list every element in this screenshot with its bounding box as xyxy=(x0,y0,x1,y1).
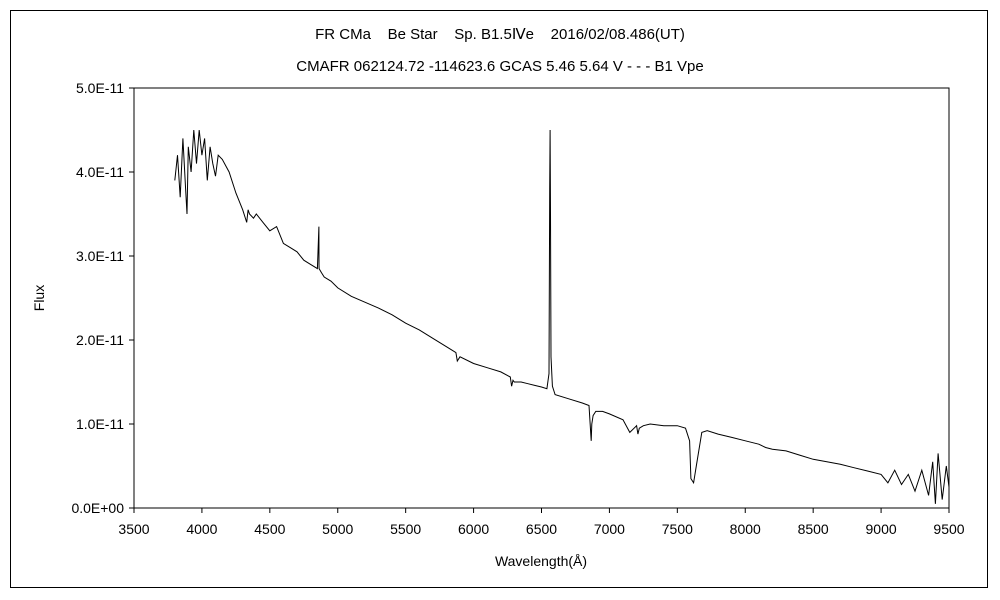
x-tick-label: 7000 xyxy=(594,521,625,537)
x-tick-label: 8500 xyxy=(798,521,829,537)
x-tick-label: 7500 xyxy=(662,521,693,537)
chart-title: FR CMa Be Star Sp. B1.5Ⅳe 2016/02/08.486… xyxy=(315,26,685,43)
x-tick-label: 9500 xyxy=(933,521,964,537)
x-axis-label: Wavelength(Å) xyxy=(495,553,587,569)
y-axis-label: Flux xyxy=(31,285,47,311)
y-tick-label: 2.0E-11 xyxy=(76,332,124,348)
chart-subtitle: CMAFR 062124.72 -114623.6 GCAS 5.46 5.64… xyxy=(296,58,704,75)
y-tick-label: 5.0E-11 xyxy=(76,80,124,96)
y-tick-label: 0.0E+00 xyxy=(71,500,124,516)
plot-area xyxy=(133,87,950,509)
spectrum-line xyxy=(174,129,950,504)
y-axis: 0.0E+00 1.0E-11 2.0E-11 3.0E-11 4.0E-11 5.0E-… xyxy=(71,80,134,516)
chart-frame xyxy=(10,10,988,588)
x-tick-label: 4000 xyxy=(186,521,217,537)
y-tick-label: 3.0E-11 xyxy=(76,248,124,264)
x-tick-label: 6000 xyxy=(458,521,489,537)
x-tick-label: 5500 xyxy=(390,521,421,537)
x-tick-label: 4500 xyxy=(254,521,285,537)
x-tick-label: 3500 xyxy=(118,521,149,537)
x-tick-label: 9000 xyxy=(866,521,897,537)
series-layer xyxy=(174,129,950,504)
x-tick-label: 8000 xyxy=(730,521,761,537)
x-tick-label: 6500 xyxy=(526,521,557,537)
x-axis: 3500 4000 4500 5000 5500 6000 6500 7000 7500 8000… xyxy=(118,508,965,537)
y-tick-label: 1.0E-11 xyxy=(76,416,124,432)
y-tick-label: 4.0E-11 xyxy=(76,164,124,180)
x-tick-label: 5000 xyxy=(322,521,353,537)
